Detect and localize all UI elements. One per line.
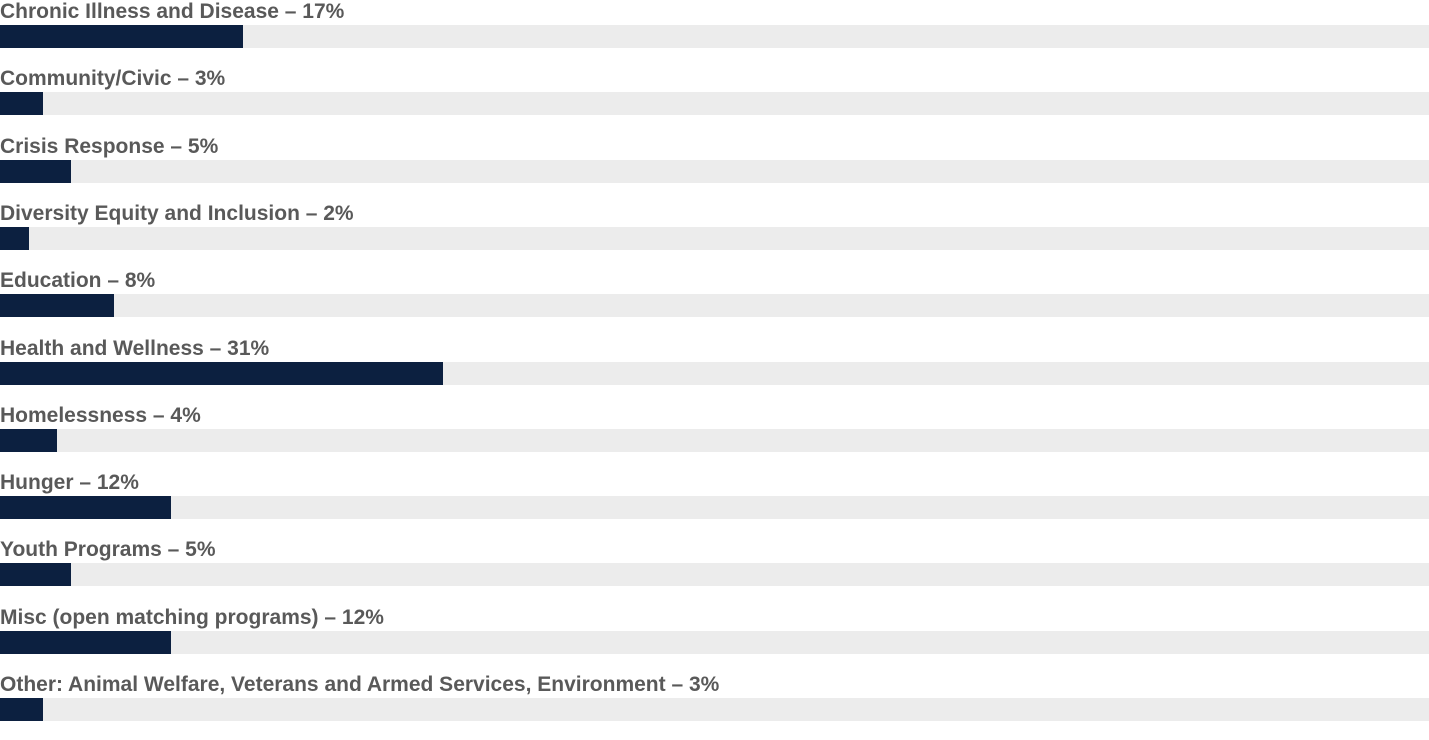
bar-track [0,160,1429,183]
bar-label: Diversity Equity and Inclusion – 2% [0,202,354,225]
bar-fill [0,362,443,385]
bar-fill [0,25,243,48]
bar-fill [0,698,43,721]
bar-fill [0,294,114,317]
bar-track [0,294,1429,317]
bar-track [0,25,1429,48]
bar-track [0,362,1429,385]
bar-label: Other: Animal Welfare, Veterans and Arme… [0,673,720,696]
bar-fill [0,160,71,183]
bar-row: Hunger – 12% [0,471,1429,538]
bar-fill [0,92,43,115]
bar-track [0,429,1429,452]
bar-track [0,698,1429,721]
bar-fill [0,227,29,250]
bar-row: Crisis Response – 5% [0,135,1429,202]
bar-row: Education – 8% [0,269,1429,336]
bar-track [0,496,1429,519]
bar-label: Misc (open matching programs) – 12% [0,606,384,629]
bar-label: Education – 8% [0,269,156,292]
bar-row: Diversity Equity and Inclusion – 2% [0,202,1429,269]
bar-label: Hunger – 12% [0,471,139,494]
bar-fill [0,496,171,519]
bar-row: Homelessness – 4% [0,404,1429,471]
bar-label: Homelessness – 4% [0,404,201,427]
bar-row: Community/Civic – 3% [0,67,1429,134]
bar-label: Health and Wellness – 31% [0,337,270,360]
bar-track [0,563,1429,586]
bar-label: Youth Programs – 5% [0,538,216,561]
bar-row: Chronic Illness and Disease – 17% [0,0,1429,67]
bar-track [0,631,1429,654]
bar-fill [0,429,57,452]
bar-row: Other: Animal Welfare, Veterans and Arme… [0,673,1429,740]
category-bar-chart: Chronic Illness and Disease – 17% Communi… [0,0,1429,721]
bar-row: Health and Wellness – 31% [0,337,1429,404]
bar-label: Community/Civic – 3% [0,67,226,90]
bar-label: Crisis Response – 5% [0,135,219,158]
bar-fill [0,631,171,654]
bar-label: Chronic Illness and Disease – 17% [0,0,345,23]
bar-track [0,92,1429,115]
bar-track [0,227,1429,250]
bar-fill [0,563,71,586]
bar-row: Youth Programs – 5% [0,538,1429,605]
bar-row: Misc (open matching programs) – 12% [0,606,1429,673]
